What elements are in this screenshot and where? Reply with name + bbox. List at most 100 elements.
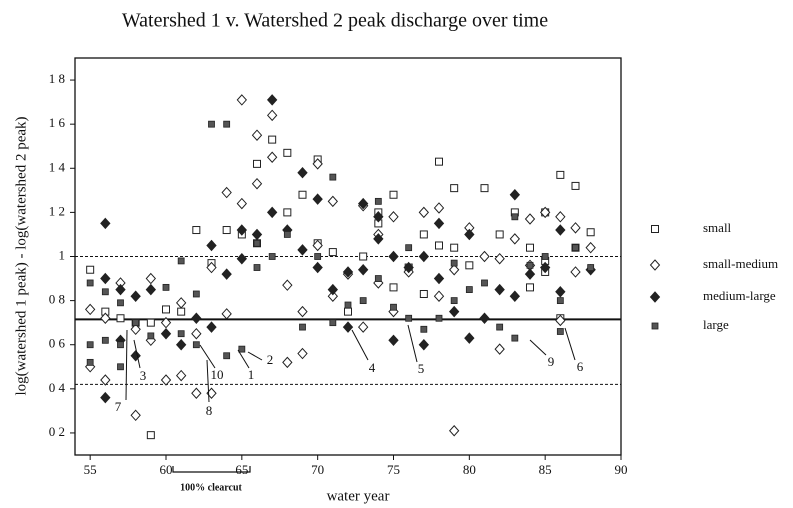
point — [357, 321, 369, 333]
point — [572, 244, 579, 252]
point — [175, 338, 187, 351]
point — [570, 266, 581, 278]
point — [418, 338, 430, 351]
annotation-leader — [199, 344, 216, 369]
point — [145, 272, 157, 285]
point — [495, 230, 504, 239]
annotation: 7 — [115, 399, 122, 414]
clearcut-label: 100% clearcut — [180, 482, 242, 493]
point — [465, 286, 473, 293]
point — [130, 350, 141, 362]
point — [479, 312, 490, 325]
point — [481, 279, 488, 287]
point — [342, 266, 354, 278]
point — [282, 279, 293, 291]
point — [162, 283, 170, 291]
annotation: 10 — [211, 367, 224, 382]
point — [312, 158, 323, 170]
point — [117, 363, 124, 371]
point — [297, 347, 308, 360]
point — [192, 290, 200, 298]
point — [464, 228, 475, 241]
clearcut-bracket — [172, 466, 251, 473]
point — [450, 243, 459, 252]
legend-label: large — [703, 317, 729, 332]
point — [374, 275, 382, 282]
point — [100, 217, 111, 230]
point — [191, 327, 202, 340]
point — [206, 321, 217, 333]
point — [373, 233, 384, 245]
point — [494, 252, 505, 265]
point — [494, 343, 505, 355]
point — [160, 327, 172, 340]
point — [206, 261, 217, 274]
y-tick-label: 1 — [59, 247, 66, 262]
point — [556, 170, 565, 179]
legend-marker — [651, 225, 659, 233]
point — [344, 301, 352, 309]
point — [373, 211, 384, 223]
legend-label: small-medium — [703, 256, 778, 271]
point — [420, 325, 428, 333]
point — [344, 307, 352, 316]
point — [297, 166, 308, 179]
legend-marker — [649, 259, 661, 271]
point — [177, 330, 185, 338]
point — [450, 297, 458, 305]
point — [418, 250, 430, 263]
point — [297, 244, 308, 256]
point — [266, 151, 278, 163]
point — [357, 263, 369, 276]
point — [448, 424, 460, 437]
point — [526, 283, 534, 292]
point — [268, 253, 276, 260]
point — [221, 268, 232, 280]
point — [390, 303, 397, 311]
y-tick-label: 1 4 — [49, 159, 66, 174]
x-tick-label: 55 — [84, 462, 97, 477]
annotation-leader — [133, 339, 141, 369]
point — [206, 239, 217, 252]
point — [236, 224, 248, 236]
annotation-leader — [407, 324, 418, 363]
point — [86, 265, 95, 274]
point — [251, 177, 263, 190]
point — [496, 323, 504, 331]
point — [130, 290, 141, 302]
x-tick-label: 75 — [387, 462, 400, 477]
point — [511, 334, 519, 342]
point — [479, 250, 490, 263]
legend-label: medium-large — [703, 288, 776, 303]
point — [433, 290, 445, 302]
point — [100, 272, 111, 285]
x-tick-label: 80 — [463, 462, 476, 477]
annotation: 6 — [577, 359, 584, 374]
x-tick-label: 70 — [311, 462, 324, 477]
legend-label: small — [703, 220, 732, 235]
point — [418, 206, 430, 219]
annotation-leader — [247, 351, 263, 361]
point — [177, 257, 185, 265]
point — [450, 184, 459, 193]
point — [222, 226, 231, 235]
annotation: 9 — [548, 354, 555, 369]
point — [101, 336, 109, 344]
point — [236, 197, 248, 210]
point — [223, 352, 231, 360]
point — [266, 109, 278, 122]
chart-title: Watershed 1 v. Watershed 2 peak discharg… — [122, 10, 548, 32]
point — [116, 314, 125, 323]
point — [253, 159, 261, 168]
point — [419, 230, 428, 239]
point — [327, 283, 339, 296]
point — [130, 409, 141, 422]
point — [208, 120, 215, 128]
annotation: 4 — [369, 360, 376, 375]
point — [266, 94, 278, 106]
point — [221, 308, 232, 320]
point — [388, 334, 399, 347]
point — [328, 248, 337, 257]
point — [236, 252, 248, 265]
